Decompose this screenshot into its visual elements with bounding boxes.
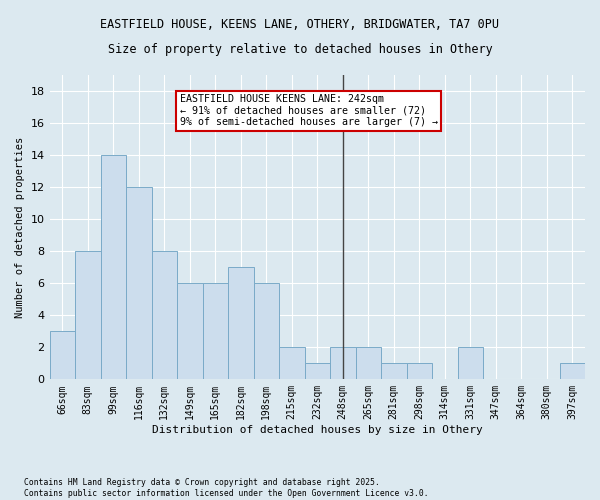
Bar bbox=[75, 251, 101, 380]
Bar bbox=[407, 364, 432, 380]
Text: Contains HM Land Registry data © Crown copyright and database right 2025.
Contai: Contains HM Land Registry data © Crown c… bbox=[24, 478, 428, 498]
Bar bbox=[177, 283, 203, 380]
Bar bbox=[305, 364, 330, 380]
Bar bbox=[152, 251, 177, 380]
Bar bbox=[458, 348, 483, 380]
Bar bbox=[279, 348, 305, 380]
Y-axis label: Number of detached properties: Number of detached properties bbox=[15, 136, 25, 318]
Bar bbox=[381, 364, 407, 380]
Bar bbox=[254, 283, 279, 380]
Bar bbox=[356, 348, 381, 380]
Bar bbox=[101, 155, 126, 380]
Text: Size of property relative to detached houses in Othery: Size of property relative to detached ho… bbox=[107, 42, 493, 56]
Bar bbox=[50, 332, 75, 380]
Bar bbox=[560, 364, 585, 380]
Bar bbox=[126, 187, 152, 380]
Text: EASTFIELD HOUSE, KEENS LANE, OTHERY, BRIDGWATER, TA7 0PU: EASTFIELD HOUSE, KEENS LANE, OTHERY, BRI… bbox=[101, 18, 499, 30]
Bar bbox=[203, 283, 228, 380]
Bar bbox=[228, 267, 254, 380]
Text: EASTFIELD HOUSE KEENS LANE: 242sqm
← 91% of detached houses are smaller (72)
9% : EASTFIELD HOUSE KEENS LANE: 242sqm ← 91%… bbox=[179, 94, 437, 128]
X-axis label: Distribution of detached houses by size in Othery: Distribution of detached houses by size … bbox=[152, 425, 482, 435]
Bar bbox=[330, 348, 356, 380]
